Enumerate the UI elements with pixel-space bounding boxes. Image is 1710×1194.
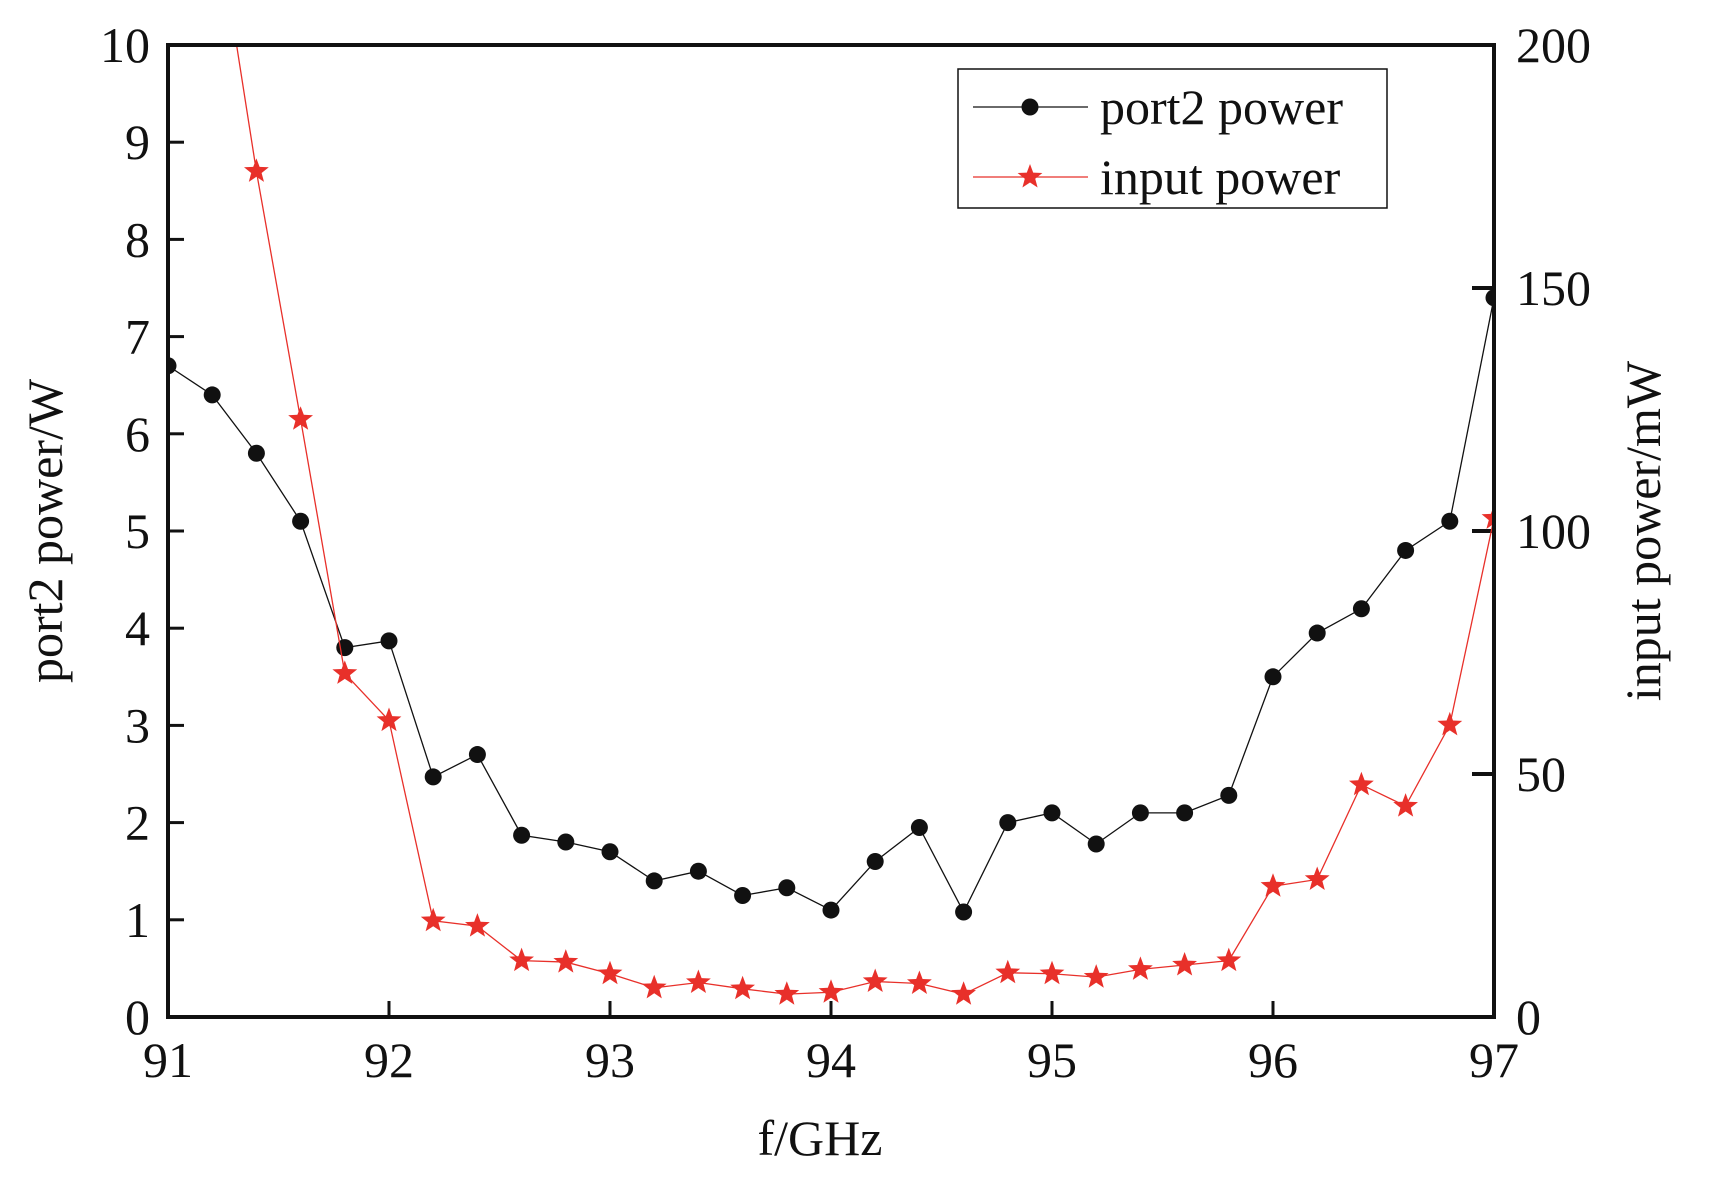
x-tick-label: 95 (1027, 1032, 1077, 1088)
y2-tick-label: 0 (1516, 989, 1541, 1045)
data-point (1083, 964, 1109, 988)
data-point (1176, 804, 1194, 822)
data-point (1216, 947, 1242, 972)
y-tick-label: 10 (100, 17, 150, 73)
data-point (288, 406, 313, 430)
data-point (380, 632, 398, 650)
data-point (645, 872, 663, 890)
data-point (1485, 289, 1494, 307)
data-point (247, 444, 265, 462)
y-tick-label: 5 (125, 503, 150, 559)
x-tick-label: 93 (585, 1032, 635, 1088)
data-point (1087, 835, 1105, 853)
y-axis-label: port2 power/W (17, 378, 73, 683)
y-tick-label: 8 (125, 211, 150, 267)
data-point (774, 981, 800, 1005)
data-point (1260, 873, 1286, 897)
data-point (332, 660, 358, 684)
data-point (465, 913, 490, 937)
data-point (420, 907, 446, 932)
data-point (1441, 512, 1459, 530)
data-point (734, 887, 752, 904)
data-point (862, 968, 888, 992)
data-point (1437, 711, 1463, 736)
data-point (1264, 668, 1282, 686)
data-point (1349, 771, 1374, 796)
y-tick-label: 3 (125, 697, 150, 753)
data-point (730, 975, 755, 1000)
data-point (995, 959, 1021, 984)
y2-axis-label: input power/mW (1615, 360, 1671, 701)
data-point (822, 901, 840, 919)
data-point (689, 862, 707, 880)
data-point (778, 879, 796, 897)
data-point (1308, 624, 1326, 642)
plot-frame (166, 43, 1496, 1019)
data-point (866, 852, 884, 870)
legend-label: input power (1100, 149, 1341, 205)
data-point (1131, 804, 1149, 822)
data-point (597, 960, 623, 985)
legend-marker (1017, 164, 1043, 188)
data-point (168, 357, 177, 375)
plot-area (168, 45, 1494, 1005)
data-point (1481, 505, 1494, 529)
y2-tick-label: 50 (1516, 746, 1566, 802)
legend-box (957, 68, 1388, 209)
data-point (1220, 786, 1238, 804)
legend-marker (1021, 98, 1039, 116)
data-point (203, 386, 221, 404)
data-point (955, 903, 973, 921)
data-point (553, 949, 579, 973)
x-tick-label: 97 (1469, 1032, 1519, 1088)
data-point (376, 707, 402, 732)
data-point (601, 843, 619, 861)
legend-label: port2 power (1100, 79, 1343, 135)
data-point (468, 746, 486, 764)
x-axis-label: f/GHz (758, 1110, 883, 1166)
y2-tick-label: 150 (1516, 260, 1591, 316)
data-point (999, 814, 1017, 832)
data-point (818, 979, 844, 1003)
data-point (1352, 600, 1370, 618)
data-point (513, 826, 531, 844)
data-point (907, 970, 932, 994)
data-point (641, 974, 667, 999)
data-point (951, 981, 976, 1005)
y2-tick-label: 200 (1516, 17, 1591, 73)
y-tick-label: 4 (125, 600, 150, 656)
data-point (1393, 793, 1418, 817)
y2-tick-label: 100 (1516, 503, 1591, 559)
data-point (244, 158, 269, 182)
data-point (910, 818, 928, 836)
data-point (292, 512, 310, 530)
data-point (1304, 866, 1330, 890)
series-line (168, 297, 1494, 914)
data-point (1172, 952, 1197, 976)
y-tick-label: 1 (125, 892, 150, 948)
data-point (1128, 956, 1153, 980)
x-tick-label: 96 (1248, 1032, 1298, 1088)
x-tick-label: 91 (143, 1032, 193, 1088)
data-point (1397, 541, 1415, 559)
data-point (1039, 960, 1065, 985)
x-tick-label: 92 (364, 1032, 414, 1088)
y-tick-label: 0 (125, 989, 150, 1045)
data-point (557, 833, 575, 851)
data-point (1043, 804, 1061, 822)
data-point (686, 969, 711, 993)
y-tick-label: 2 (125, 795, 150, 851)
x-tick-label: 94 (806, 1032, 856, 1088)
data-point (424, 768, 442, 786)
data-point (509, 947, 534, 972)
y-tick-label: 9 (125, 114, 150, 170)
y-tick-label: 7 (125, 309, 150, 365)
y-tick-label: 6 (125, 406, 150, 462)
